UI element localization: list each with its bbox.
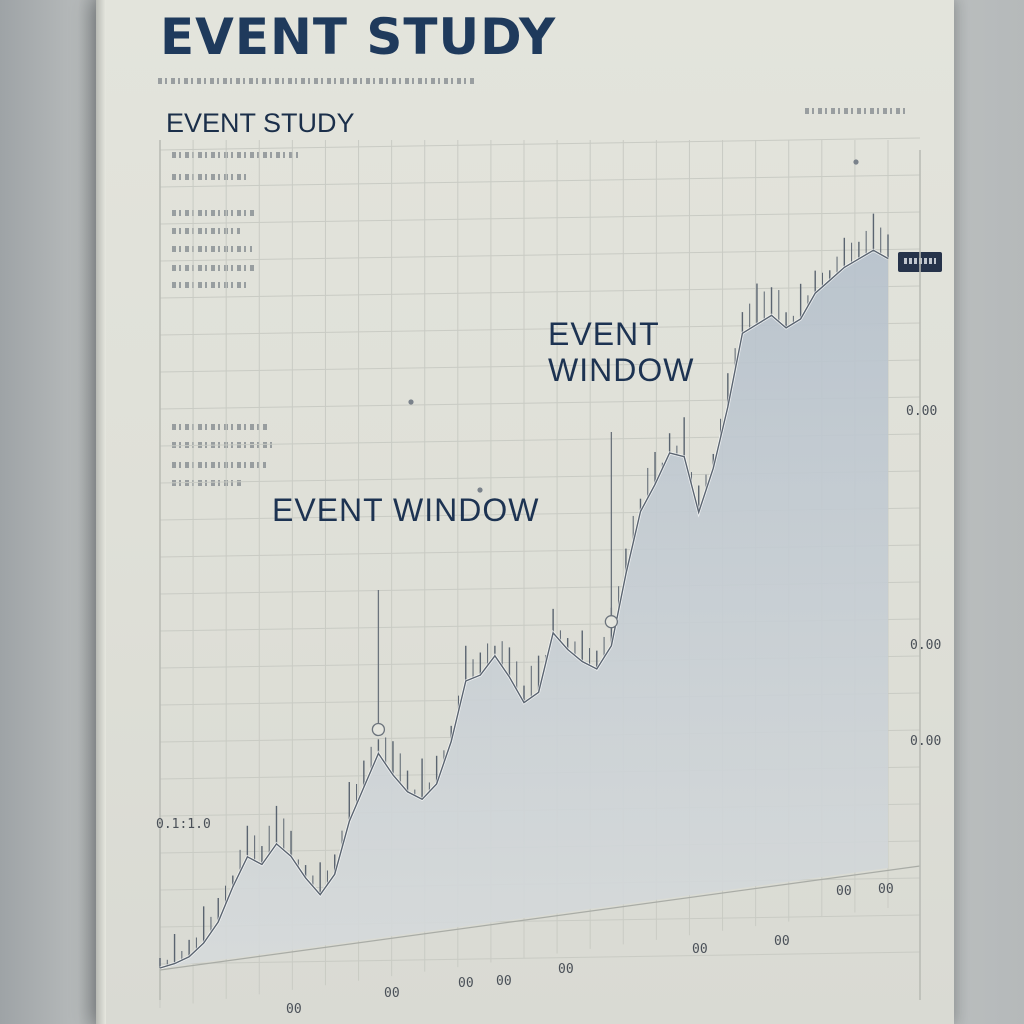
grid-line-horizontal <box>159 211 921 225</box>
x-tick-label: 00 <box>692 942 708 957</box>
series-line <box>159 249 889 969</box>
annotation-event-window-2: EVENT WINDOW <box>548 316 718 388</box>
annotation-text: EVENT WINDOW <box>548 316 695 388</box>
grid-line-horizontal <box>159 137 921 151</box>
caption-scribble <box>172 265 256 271</box>
grid-line-horizontal <box>159 951 921 965</box>
caption-scribble <box>805 108 905 114</box>
x-tick-label: 00 <box>558 962 574 977</box>
caption-scribble <box>172 152 300 158</box>
x-tick-label: 00 <box>384 986 400 1001</box>
peak-marker <box>408 399 414 405</box>
caption-scribble <box>172 246 252 252</box>
area-fill <box>160 250 888 969</box>
poster-edge <box>96 0 106 1024</box>
peak-marker <box>477 487 483 493</box>
caption-scribble <box>172 210 254 216</box>
caption-scribble <box>172 480 242 486</box>
x-tick-label: 00 <box>458 976 474 991</box>
annotation-marker <box>371 722 386 737</box>
caption-scribble <box>172 228 240 234</box>
series-line <box>159 248 889 970</box>
x-axis-line <box>159 865 921 971</box>
caption-scribble <box>172 462 266 468</box>
chart-subtitle: EVENT STUDY <box>166 108 355 138</box>
area-under-curve <box>160 250 888 969</box>
y-tick-label: 0.00 <box>910 638 942 653</box>
peak-marker <box>853 159 859 165</box>
caption-scribble <box>172 282 246 288</box>
chart-title: EVENT STUDY <box>160 8 557 66</box>
caption-scribble <box>158 78 474 84</box>
x-tick-label: 00 <box>836 884 852 899</box>
y-tick-label: 0.00 <box>906 404 938 419</box>
grid-line-horizontal <box>159 285 921 299</box>
x-tick-label: 00 <box>774 934 790 949</box>
y-tick-label: 0.00 <box>910 734 942 749</box>
y-tick-label: 0.1:1.0 <box>156 817 211 832</box>
caption-scribble <box>172 174 250 180</box>
annotation-event-window-1: EVENT WINDOW <box>272 492 539 528</box>
caption-scribble <box>172 424 268 430</box>
x-tick-label: 00 <box>286 1002 302 1017</box>
x-tick-label: 00 <box>878 882 894 897</box>
annotation-marker <box>604 615 619 629</box>
grid-line-horizontal <box>159 174 921 188</box>
annotation-text: EVENT WINDOW <box>272 492 540 528</box>
grid-line-horizontal <box>159 248 921 262</box>
x-tick-label: 00 <box>496 974 512 989</box>
annotation-leaders <box>371 159 859 737</box>
